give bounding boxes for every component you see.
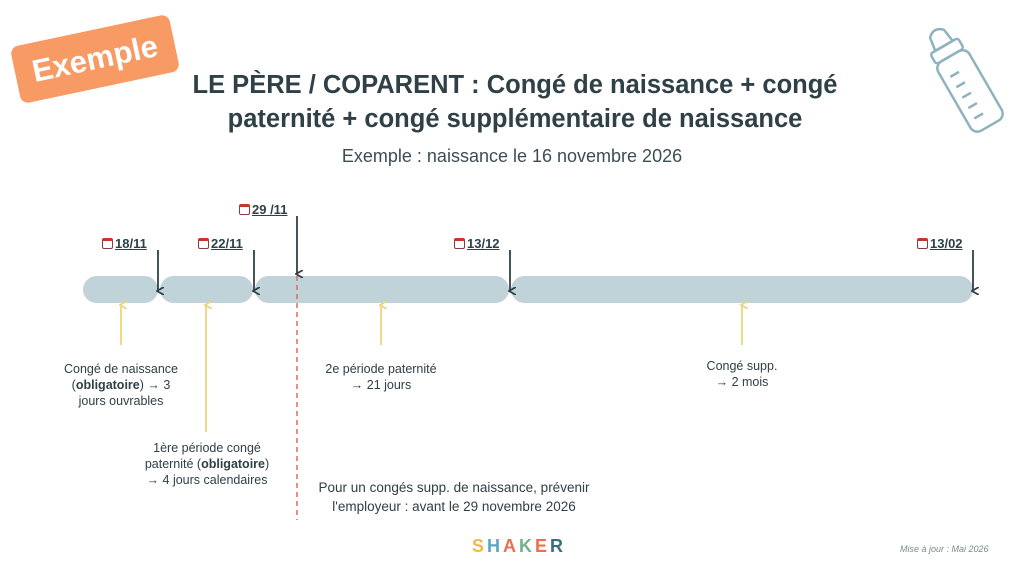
label-conge-supp: Congé supp. → 2 mois — [706, 359, 778, 389]
segment-conge-supp — [511, 276, 973, 303]
date-text: 29 /11 — [252, 202, 288, 217]
date-text: 13/02 — [930, 236, 963, 251]
update-date: Mise à jour : Mai 2026 — [900, 544, 989, 554]
segment-paternite-1 — [160, 276, 253, 303]
title-line-2: paternité + congé supplémentaire de nais… — [227, 105, 803, 133]
page-title: LE PÈRE / COPARENT : Congé de naissance … — [150, 68, 880, 136]
date-18-11: 18/11 — [102, 236, 147, 251]
calendar-icon — [102, 238, 113, 249]
subtitle: Exemple : naissance le 16 novembre 2026 — [341, 146, 683, 166]
date-29-11: 29 /11 — [239, 202, 287, 217]
date-text: 13/12 — [467, 236, 500, 251]
calendar-icon — [239, 204, 250, 215]
calendar-icon — [198, 238, 209, 249]
date-13-02: 13/02 — [917, 236, 963, 251]
date-text: 18/11 — [115, 236, 147, 251]
title-line-1: LE PÈRE / COPARENT : Congé de naissance … — [192, 71, 838, 99]
label-paternite-1: 1ère période congé paternité (obligatoir… — [144, 441, 270, 487]
employer-notice: Pour un congés supp. de naissance, préve… — [318, 480, 590, 514]
calendar-icon — [454, 238, 465, 249]
date-22-11: 22/11 — [198, 236, 243, 251]
calendar-icon — [917, 238, 928, 249]
shaker-logo: S H A K E R — [472, 536, 565, 556]
segment-conge-naissance — [83, 276, 158, 303]
baby-bottle-icon — [928, 27, 1004, 133]
label-paternite-2: 2e période paternité → 21 jours — [325, 362, 437, 392]
date-text: 22/11 — [211, 236, 243, 251]
date-13-12: 13/12 — [454, 236, 500, 251]
label-conge-naissance: Congé de naissance (obligatoire) → 3 jou… — [64, 362, 178, 408]
